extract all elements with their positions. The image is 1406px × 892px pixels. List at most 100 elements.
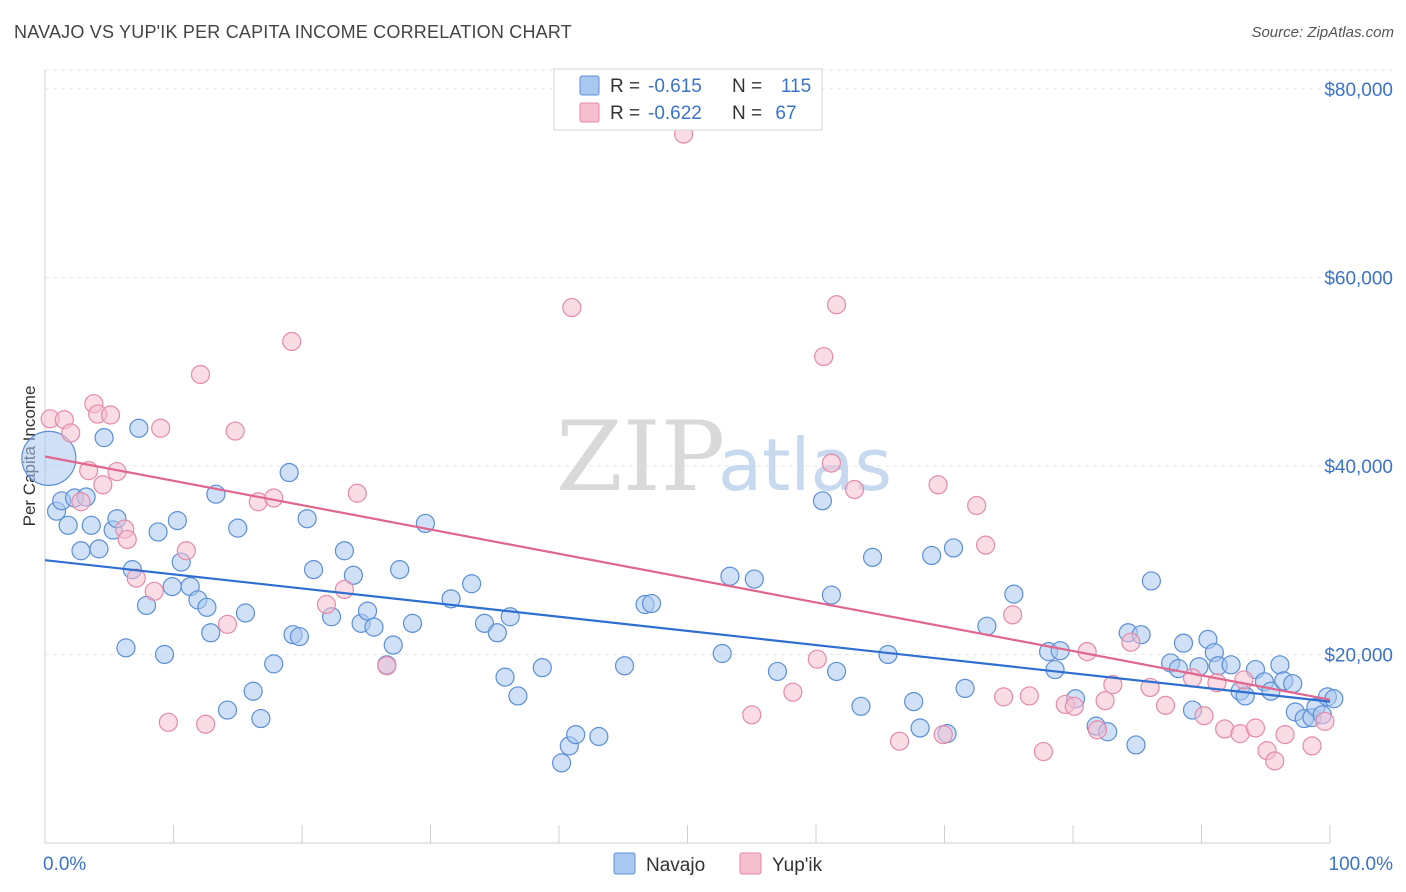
navajo-point (532, 658, 552, 678)
navajo-point (812, 491, 833, 511)
navajo-point (167, 511, 187, 531)
navajo-point (1235, 686, 1255, 706)
yupik-point (1019, 686, 1039, 706)
y-tick-label: $80,000 (1324, 80, 1393, 101)
yupik-point (347, 483, 367, 503)
navajo-point (357, 601, 378, 621)
navajo-point (402, 613, 423, 633)
yupik-point (71, 492, 91, 512)
x-ticks (44, 825, 1331, 843)
y-tick-labels: $20,000 $40,000 $60,000 $80,000 (1324, 80, 1393, 667)
navajo-point (495, 667, 515, 687)
yupik-point (1315, 711, 1335, 731)
legend-swatch-yupik (579, 102, 600, 123)
series-legend-swatch-navajo[interactable] (613, 852, 636, 875)
navajo-point (154, 644, 175, 665)
yupik-point (976, 535, 996, 555)
yupik-point (821, 453, 842, 473)
series-legend-label-yupik[interactable]: Yup'ik (772, 855, 823, 876)
navajo-point (197, 597, 217, 617)
yupik-point (334, 579, 355, 600)
navajo-point (364, 617, 384, 637)
navajo-point (1141, 571, 1161, 591)
yupik-point (190, 364, 211, 385)
yupik-point (1245, 718, 1266, 738)
yupik-point (61, 423, 81, 443)
x-tick-label-min: 0.0% (43, 854, 86, 875)
navajo-point (862, 547, 883, 567)
navajo-point (641, 593, 662, 614)
stats-legend: R = -0.615 N = 115 R = -0.622 N = 67 (553, 68, 823, 131)
yupik-trend-line (44, 455, 1331, 701)
navajo-point (148, 522, 168, 542)
yupik-point (144, 581, 164, 601)
navajo-point (251, 708, 271, 729)
navajo-point (1004, 584, 1024, 604)
watermark-zip-text: ZIP (556, 401, 725, 513)
yupik-point (783, 682, 803, 702)
legend-n-value-yupik: 67 (775, 103, 796, 124)
navajo-point (910, 718, 930, 738)
yupik-point (196, 714, 216, 734)
yupik-point (1087, 720, 1108, 740)
navajo-point (289, 626, 310, 647)
x-tick-label-max: 100.0% (1329, 854, 1394, 875)
yupik-point (1155, 695, 1176, 715)
navajo-point (826, 661, 847, 682)
navajo-point (943, 538, 964, 558)
yupik-point (1003, 605, 1023, 625)
yupik-point (100, 405, 121, 425)
legend-n-label-yupik: N = (732, 103, 762, 124)
legend-r-value-navajo: -0.615 (648, 76, 702, 97)
navajo-point (462, 574, 482, 594)
yupik-point (1275, 724, 1295, 745)
navajo-point (383, 635, 403, 655)
yupik-point (562, 297, 582, 318)
yupik-point (967, 495, 987, 516)
navajo-point (297, 509, 317, 529)
yupik-point (889, 731, 910, 751)
series-legend-swatch-yupik[interactable] (739, 852, 762, 875)
navajo-points (21, 418, 1344, 773)
yupik-point (1095, 691, 1115, 711)
legend-swatch-navajo (579, 75, 600, 96)
navajo-point (589, 726, 609, 747)
yupik-point (994, 687, 1014, 707)
yupik-point (117, 529, 137, 550)
series-legend-label-navajo[interactable]: Navajo (646, 855, 705, 876)
yupik-point (377, 656, 397, 676)
yupik-point (1302, 736, 1322, 756)
yupik-point (217, 614, 238, 634)
yupik-point (844, 479, 865, 500)
navajo-point (1283, 674, 1303, 694)
navajo-point (720, 566, 740, 586)
yupik-point (814, 346, 834, 367)
navajo-point (94, 428, 114, 448)
navajo-point (81, 515, 101, 535)
navajo-point (162, 576, 182, 597)
navajo-point (614, 656, 635, 676)
navajo-point (566, 724, 586, 745)
yupik-point (1121, 632, 1141, 652)
yupik-point (93, 475, 113, 495)
navajo-point (904, 691, 924, 712)
navajo-point (487, 623, 507, 643)
navajo-trend-line (44, 559, 1331, 703)
y-tick-label: $20,000 (1324, 645, 1393, 666)
yupik-point (1103, 675, 1123, 695)
navajo-point (1173, 633, 1194, 653)
navajo-point (279, 462, 299, 483)
yupik-point (1033, 741, 1054, 762)
y-tick-label: $60,000 (1324, 268, 1393, 289)
yupik-point (1234, 670, 1254, 690)
navajo-point (821, 585, 842, 605)
yupik-point (933, 724, 953, 745)
navajo-point (744, 569, 764, 589)
legend-r-label-navajo: R = (610, 76, 640, 97)
legend-n-value-navajo: 115 (781, 76, 811, 97)
navajo-point (264, 654, 284, 674)
source-label[interactable]: Source: ZipAtlas.com (1251, 24, 1394, 41)
yupik-point (1064, 696, 1084, 716)
yupik-point (176, 541, 196, 561)
